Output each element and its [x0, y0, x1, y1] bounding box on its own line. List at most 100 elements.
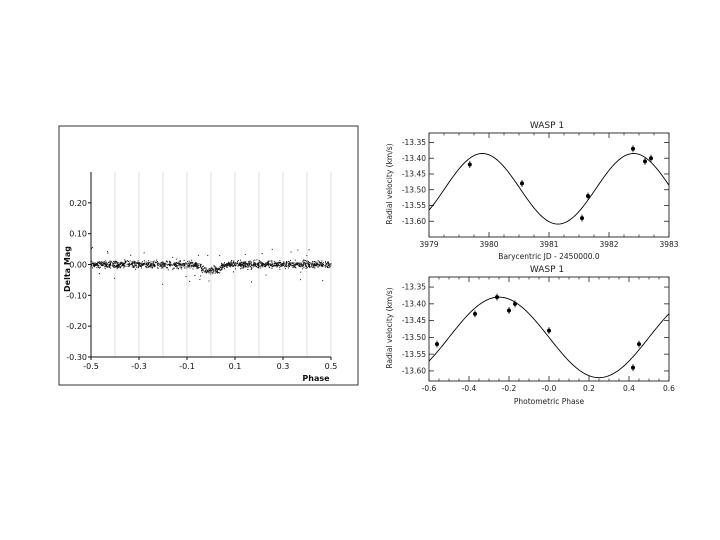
light-curve-point [302, 268, 304, 270]
light-curve-point [238, 264, 240, 266]
light-curve-point [208, 270, 210, 272]
light-curve-point [282, 264, 284, 266]
light-curve-point [242, 266, 244, 268]
light-curve-point [231, 259, 233, 261]
light-curve-point [274, 263, 275, 265]
light-curve-point [200, 266, 202, 268]
light-curve-point [296, 262, 298, 264]
light-curve-point [163, 264, 165, 266]
light-curve-y-label: Delta Mag [63, 246, 72, 292]
light-curve-point [281, 264, 283, 266]
light-curve-point [296, 263, 298, 265]
rv-phase-y-tick-label: -13.35 [402, 283, 426, 292]
light-curve-point [197, 254, 199, 256]
light-curve-point [221, 263, 223, 265]
light-curve-point [227, 263, 229, 265]
light-curve-point [223, 265, 225, 267]
light-curve-point [151, 265, 153, 267]
light-curve-point [285, 264, 287, 266]
light-curve-point [294, 259, 296, 261]
light-curve-point [230, 260, 232, 262]
light-curve-point [305, 263, 307, 265]
light-curve-point [232, 263, 234, 265]
light-curve-point [303, 266, 305, 268]
light-curve-point [195, 263, 197, 265]
light-curve-point [151, 266, 153, 268]
light-curve-point [243, 263, 245, 265]
light-curve-point [306, 266, 308, 268]
light-curve-point [270, 265, 272, 267]
light-curve-point [110, 261, 112, 263]
light-curve-point [210, 273, 212, 275]
light-curve-point [150, 267, 152, 269]
light-curve-point [291, 262, 293, 264]
light-curve-point [265, 265, 267, 267]
light-curve-point [143, 263, 145, 265]
rv-time-point [631, 146, 635, 151]
light-curve-point [189, 265, 191, 267]
light-curve-point [188, 262, 190, 264]
light-curve-point [93, 262, 95, 264]
light-curve-point [118, 264, 120, 266]
light-curve-point [262, 264, 264, 266]
light-curve-point [260, 261, 262, 263]
light-curve-point [160, 267, 162, 269]
light-curve-point [160, 262, 162, 264]
light-curve-point [220, 266, 222, 268]
light-curve-point [120, 263, 122, 265]
light-curve-point [189, 262, 191, 264]
light-curve-point [244, 266, 246, 268]
light-curve-point [104, 263, 106, 265]
light-curve-point [131, 266, 133, 268]
light-curve-point [133, 266, 135, 268]
light-curve-point [314, 267, 316, 269]
light-curve-point [123, 262, 125, 264]
light-curve-point [132, 264, 134, 266]
light-curve-point [196, 266, 198, 268]
rv-phase-x-tick-label: 0.4 [623, 384, 635, 393]
light-curve-point [224, 265, 226, 267]
rv-phase-y-tick-label: -13.50 [402, 333, 426, 342]
light-curve-point [239, 263, 241, 265]
rv-time-y-tick-label: -13.50 [402, 185, 426, 194]
light-curve-point [251, 264, 253, 266]
light-curve-point [131, 261, 133, 263]
light-curve-point [109, 260, 111, 262]
light-curve-point [186, 265, 188, 267]
light-curve-point [175, 265, 177, 267]
light-curve-point [297, 249, 299, 251]
light-curve-point [131, 263, 133, 265]
light-curve-point [287, 260, 289, 262]
light-curve-point [211, 270, 212, 272]
light-curve-point [137, 260, 139, 262]
light-curve-point [240, 262, 242, 264]
light-curve-point [328, 262, 330, 264]
light-curve-point [195, 266, 197, 268]
light-curve-point [301, 263, 303, 265]
light-curve-point [161, 265, 163, 267]
light-curve-point [217, 269, 219, 271]
light-curve-point [154, 264, 156, 266]
light-curve-point [242, 263, 244, 265]
light-curve-point [280, 261, 282, 263]
light-curve-point [145, 264, 147, 266]
light-curve-point [196, 264, 198, 266]
light-curve-point [203, 268, 205, 270]
light-curve-point [114, 266, 116, 268]
light-curve-point [303, 262, 305, 264]
light-curve-point [120, 262, 122, 264]
light-curve-point [247, 264, 249, 266]
light-curve-point [265, 274, 267, 276]
light-curve-point [233, 265, 235, 267]
light-curve-point [201, 271, 203, 273]
light-curve-point [186, 267, 188, 269]
rv-phase-points [435, 293, 641, 372]
light-curve-point [218, 268, 220, 270]
light-curve-x-tick-label: -0.5 [83, 362, 99, 371]
light-curve-point [195, 263, 197, 265]
light-curve-point [157, 267, 159, 269]
light-curve-point [160, 264, 162, 266]
light-curve-point [176, 266, 178, 268]
light-curve-point [170, 262, 172, 264]
light-curve-point [177, 267, 179, 269]
